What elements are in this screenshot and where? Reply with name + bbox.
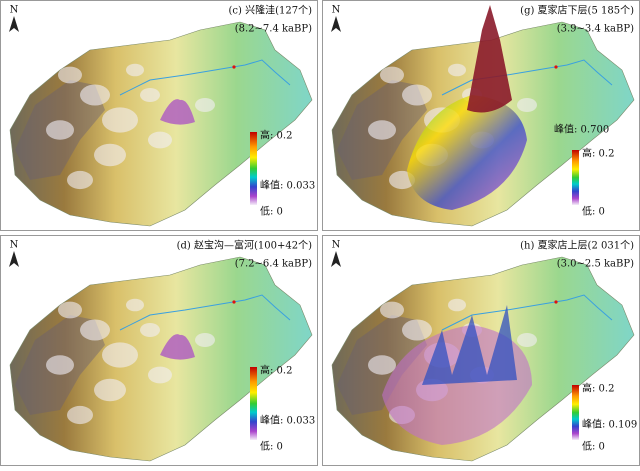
density-blob xyxy=(380,301,404,319)
legend-peak: 峰值: 0.033 xyxy=(260,414,315,427)
density-blob xyxy=(448,298,466,312)
river xyxy=(119,294,291,331)
density-blob xyxy=(94,378,126,402)
density-blob xyxy=(517,98,537,112)
density-blob xyxy=(517,333,537,347)
density-peak xyxy=(160,334,195,360)
density-blob xyxy=(67,405,93,425)
river xyxy=(441,294,613,331)
density-blob xyxy=(148,131,172,149)
density-blob xyxy=(58,301,82,319)
panel-title: (d) 赵宝沟—富河(100+42个) xyxy=(177,239,312,252)
density-blob xyxy=(195,333,215,347)
legend-low: 低: 0 xyxy=(582,440,605,453)
legend-high: 高: 0.2 xyxy=(582,382,614,395)
color-bar xyxy=(572,150,579,205)
density-peak xyxy=(160,99,195,125)
north-label: N xyxy=(10,240,19,251)
density-blob xyxy=(402,319,432,341)
density-blob xyxy=(67,170,93,190)
legend-low: 低: 0 xyxy=(260,440,283,453)
density-blob xyxy=(448,63,466,77)
density-blob xyxy=(46,120,74,140)
density-blob xyxy=(148,366,172,384)
color-bar xyxy=(250,132,257,205)
north-arrow xyxy=(331,251,341,267)
north-label: N xyxy=(10,5,19,16)
panel-period: (7.2~6.4 kaBP) xyxy=(235,259,312,270)
legend-high: 高: 0.2 xyxy=(260,364,292,377)
site-marker xyxy=(554,65,558,69)
density-blob xyxy=(102,342,138,368)
panel-period: (3.0~2.5 kaBP) xyxy=(557,259,634,270)
site-marker xyxy=(232,300,236,304)
legend-peak: 峰值: 0.033 xyxy=(260,179,315,192)
site-marker xyxy=(554,300,558,304)
north-arrow xyxy=(331,16,341,32)
legend-low: 低: 0 xyxy=(582,205,605,218)
density-blob xyxy=(402,84,432,106)
density-blob xyxy=(380,66,404,84)
density-surface xyxy=(407,95,527,210)
density-blob xyxy=(58,66,82,84)
density-blob xyxy=(368,120,396,140)
north-arrow xyxy=(9,16,19,32)
density-blob xyxy=(94,143,126,167)
north-label: N xyxy=(332,240,341,251)
density-peak xyxy=(422,305,517,385)
north-arrow xyxy=(9,251,19,267)
panel-title: (c) 兴隆洼(127个) xyxy=(229,4,313,17)
north-label: N xyxy=(332,5,341,16)
density-blob xyxy=(368,355,396,375)
density-blob xyxy=(126,298,144,312)
density-blob xyxy=(140,88,160,102)
site-marker xyxy=(232,65,236,69)
density-blob xyxy=(46,355,74,375)
map-panel: N (g) 夏家店下层(5 185个) (3.9~3.4 kaBP) 高: 0.2 峰值… xyxy=(322,0,640,231)
panel-period: (3.9~3.4 kaBP) xyxy=(557,24,634,35)
legend-low: 低: 0 xyxy=(260,205,283,218)
legend-peak: 峰值: 0.700 xyxy=(554,123,609,136)
panel-period: (8.2~7.4 kaBP) xyxy=(235,24,312,35)
panel-title: (h) 夏家店上层(2 031个) xyxy=(520,239,634,252)
density-blob xyxy=(80,319,110,341)
color-bar xyxy=(572,385,579,440)
density-blob xyxy=(126,63,144,77)
density-blob xyxy=(80,84,110,106)
panel-title: (g) 夏家店下层(5 185个) xyxy=(520,4,634,17)
color-bar xyxy=(250,367,257,440)
legend-high: 高: 0.2 xyxy=(582,147,614,160)
map-panel: N (h) 夏家店上层(2 031个) (3.0~2.5 kaBP) 高: 0.2 峰值… xyxy=(322,235,640,466)
density-blob xyxy=(140,323,160,337)
legend-high: 高: 0.2 xyxy=(260,129,292,142)
map-panel: N (c) 兴隆洼(127个) (8.2~7.4 kaBP) 高: 0.2 峰值: 0.… xyxy=(0,0,318,231)
density-blob xyxy=(195,98,215,112)
density-blob xyxy=(102,107,138,133)
density-peak xyxy=(467,5,512,113)
legend-peak: 峰值: 0.109 xyxy=(582,418,637,431)
river xyxy=(119,59,291,96)
map-panel: N (d) 赵宝沟—富河(100+42个) (7.2~6.4 kaBP) 高: 0.2… xyxy=(0,235,318,466)
